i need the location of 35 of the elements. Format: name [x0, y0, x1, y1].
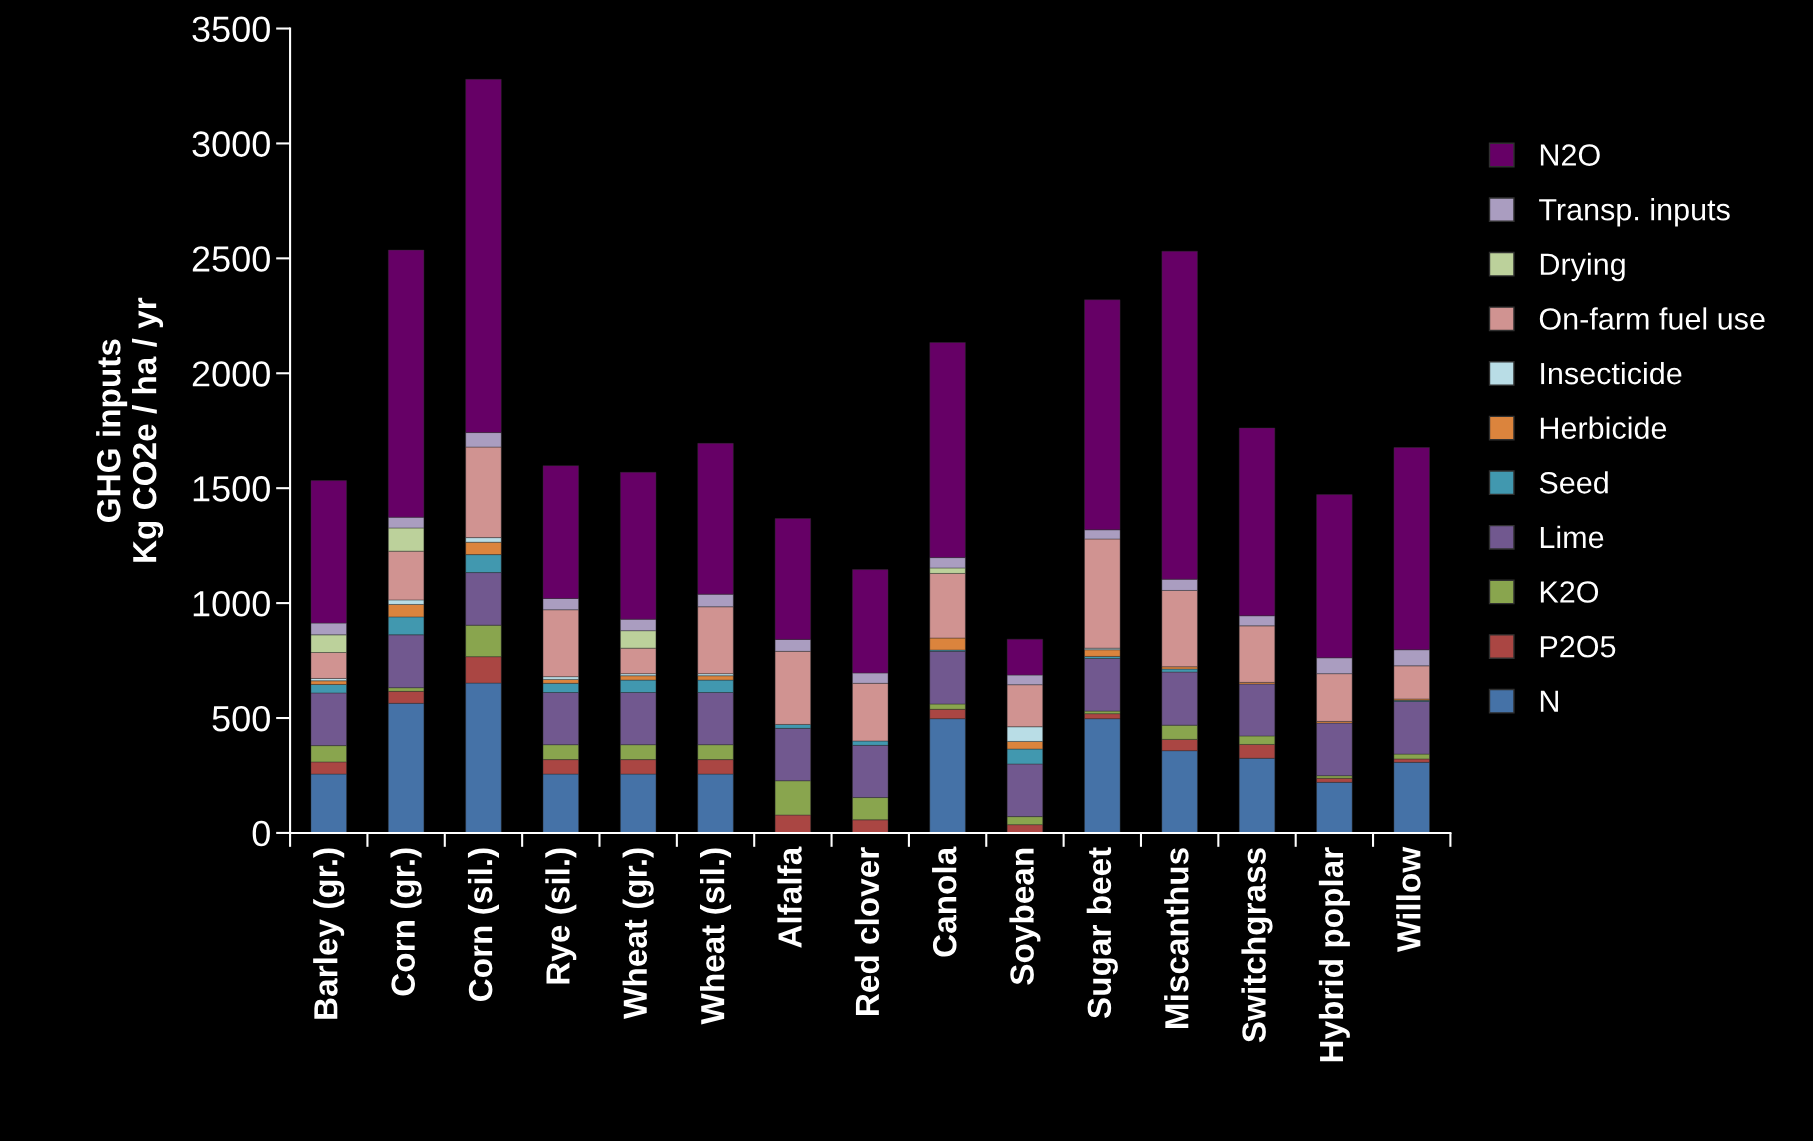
x-tick-label: Alfalfa	[777, 846, 802, 948]
legend-label: Insecticide	[1541, 361, 1682, 385]
y-tick-label: 2000	[192, 361, 270, 387]
x-tick-label: Sugar beet	[1086, 847, 1118, 1019]
legend-label: Herbicide	[1540, 416, 1667, 440]
y-tick-label: 500	[212, 705, 270, 732]
x-tick-label: Willow	[1396, 846, 1421, 953]
legend-label: Seed	[1539, 471, 1608, 494]
x-tick-label: Rye (sil.)	[545, 848, 577, 984]
legend-label: On-farm fuel use	[1539, 307, 1765, 330]
x-tick-label: Corn (gr.)	[390, 848, 422, 996]
x-tick-label: Miscanthus	[1164, 848, 1189, 1028]
x-tick-label: Canola	[932, 846, 957, 957]
y-tick-label: 2500	[192, 246, 270, 272]
x-tick-label: Switchgrass	[1241, 848, 1273, 1043]
legend-label: Drying	[1540, 252, 1625, 282]
y-tick-label: 1500	[193, 476, 270, 502]
legend-label: Lime	[1540, 525, 1604, 549]
y-tick-label: 3000	[192, 131, 270, 157]
y-tick-label: 0	[252, 820, 270, 847]
legend-label: N	[1540, 690, 1558, 712]
y-tick-label: 3500	[192, 16, 270, 42]
y-axis-title: GHG inputs Kg CO2e / ha / yr	[96, 297, 164, 562]
legend-label: P2O5	[1540, 635, 1616, 658]
x-tick-label: Wheat (sil.)	[699, 848, 732, 1025]
x-tick-label: Barley (gr.)	[313, 848, 345, 1019]
x-tick-label: Soybean	[1009, 848, 1041, 985]
x-tick-label: Corn (sil.)	[467, 848, 499, 1001]
x-tick-label: Wheat (gr.)	[622, 848, 654, 1019]
x-tick-label: Red clover	[854, 847, 880, 1016]
legend-label: N2O	[1540, 144, 1600, 166]
legend-label: Transp. inputs	[1539, 198, 1730, 227]
x-tick-label: Hybrid poplar	[1318, 847, 1350, 1062]
legend-label: K2O	[1540, 581, 1599, 603]
y-tick-label: 1000	[193, 590, 270, 617]
